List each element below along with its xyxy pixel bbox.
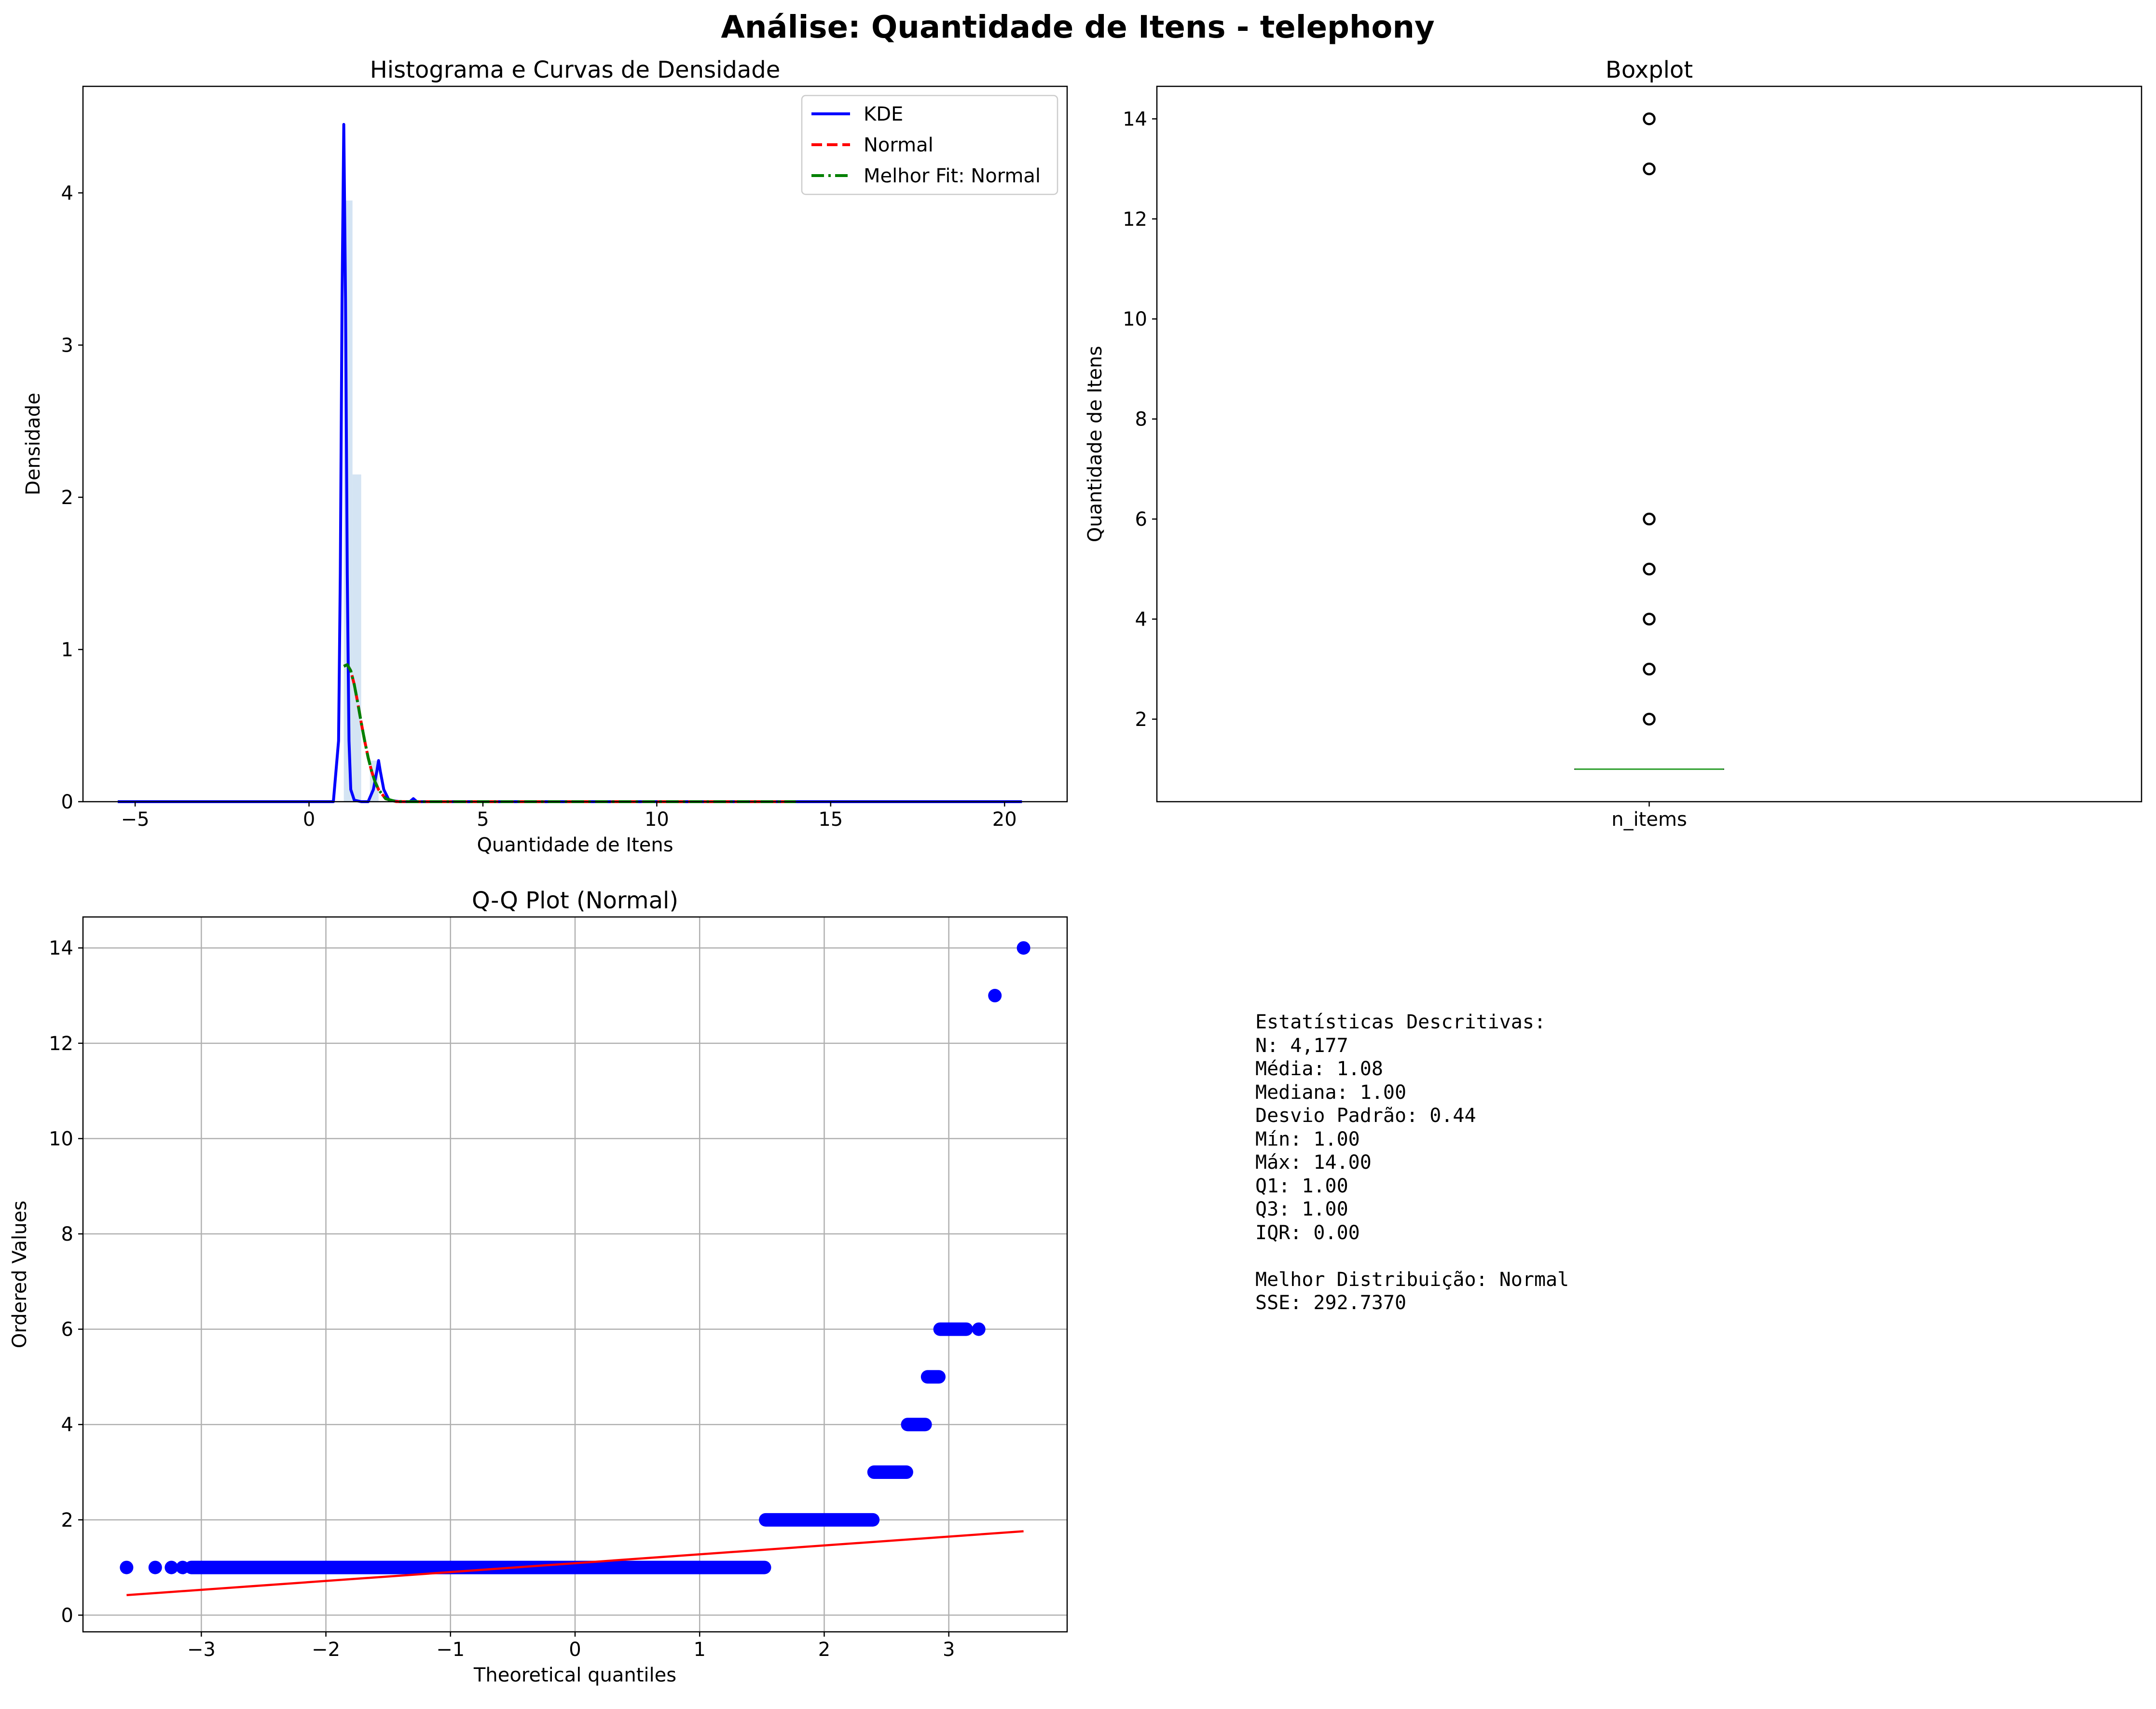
histogram-bar <box>352 474 361 802</box>
y-tick-label: 12 <box>1123 208 1147 231</box>
y-axis-label: Densidade <box>22 393 44 495</box>
qq-point <box>1016 941 1030 955</box>
plot-title: Q-Q Plot (Normal) <box>472 887 678 914</box>
plot-title: Boxplot <box>1606 56 1693 83</box>
y-tick-label: 4 <box>1135 608 1147 630</box>
series-line-normal <box>343 663 796 803</box>
stats-line: SSE: 292.7370 <box>1255 1292 1407 1314</box>
figure-title: Análise: Quantidade de Itens - telephony <box>721 10 1434 45</box>
outlier-point <box>1643 512 1656 526</box>
series-line-kde <box>118 123 1022 803</box>
x-tick-label: 20 <box>992 808 1017 831</box>
stats-line: N: 4,177 <box>1255 1034 1348 1057</box>
histogram-density-plot: −5 0 5 10 15 20 0 1 2 3 4 Histograma e Curvas de De… <box>22 56 1068 856</box>
x-tick-label: 5 <box>477 808 489 831</box>
x-tick-label: 1 <box>694 1639 706 1661</box>
stats-line: Mediana: 1.00 <box>1255 1081 1407 1104</box>
stats-line: Q1: 1.00 <box>1255 1175 1348 1197</box>
stats-line: IQR: 0.00 <box>1255 1221 1360 1244</box>
axes-frame <box>82 85 1068 803</box>
y-tick-label: 12 <box>49 1033 73 1055</box>
x-tick-label: 0 <box>569 1639 581 1661</box>
qq-point <box>120 1560 134 1574</box>
outlier-point <box>1643 712 1656 726</box>
legend-label: Melhor Fit: Normal <box>864 165 1041 187</box>
x-tick-label: 15 <box>818 808 843 831</box>
y-tick-label: 10 <box>49 1128 73 1150</box>
plot-title: Histograma e Curvas de Densidade <box>370 56 781 83</box>
x-axis-label: Quantidade de Itens <box>477 834 673 856</box>
stats-line: Média: 1.08 <box>1255 1058 1383 1080</box>
x-tick-label: −3 <box>187 1639 216 1661</box>
stats-line: Mín: 1.00 <box>1255 1128 1360 1150</box>
stats-line <box>1255 1244 1569 1268</box>
stats-line: Melhor Distribuição: Normal <box>1255 1268 1569 1291</box>
stats-line: Desvio Padrão: 0.44 <box>1255 1105 1476 1127</box>
y-tick-label: 10 <box>1123 308 1147 330</box>
y-tick-label: 14 <box>1123 108 1147 130</box>
x-tick-label: n_items <box>1611 808 1687 831</box>
stats-line: Máx: 14.00 <box>1255 1151 1372 1174</box>
x-tick-label: −1 <box>436 1639 465 1661</box>
y-tick-label: 4 <box>61 182 73 205</box>
outlier-point <box>1643 112 1656 125</box>
qq-point <box>972 1322 986 1336</box>
x-tick-label: 2 <box>818 1639 830 1661</box>
outlier-point <box>1643 662 1656 676</box>
x-tick-label: −5 <box>121 808 150 831</box>
y-axis-label: Ordered Values <box>9 1201 31 1348</box>
qq-point <box>165 1560 179 1574</box>
y-tick-label: 0 <box>61 791 73 813</box>
x-tick-label: 3 <box>943 1639 955 1661</box>
outlier-point <box>1643 613 1656 626</box>
boxplot: 2 4 6 8 10 12 14 Boxplot Quantidade de Itens n_it… <box>1084 56 2142 831</box>
y-tick-label: 4 <box>61 1414 73 1436</box>
y-tick-label: 2 <box>61 1509 73 1531</box>
y-tick-label: 14 <box>49 937 73 959</box>
outlier-point <box>1643 562 1656 576</box>
legend: KDE Normal Melhor Fit: Normal <box>801 95 1058 195</box>
y-tick-label: 6 <box>1135 508 1147 531</box>
qq-reference-line <box>126 1530 1024 1597</box>
qq-point <box>988 989 1002 1003</box>
stats-line: Q3: 1.00 <box>1255 1198 1348 1220</box>
y-tick-label: 8 <box>61 1223 73 1245</box>
outlier-point <box>1643 162 1656 176</box>
qq-point <box>148 1560 162 1574</box>
series-line-melhor-fit-normal <box>343 663 796 803</box>
stats-line: Estatísticas Descritivas: <box>1255 1011 1546 1033</box>
y-tick-label: 6 <box>61 1319 73 1341</box>
x-tick-label: 0 <box>303 808 315 831</box>
descriptive-statistics-text: Estatísticas Descritivas: N: 4,177 Média: … <box>1255 1011 1569 1315</box>
y-tick-label: 0 <box>61 1604 73 1627</box>
y-tick-label: 2 <box>1135 709 1147 731</box>
legend-label: Normal <box>864 134 934 156</box>
legend-frame <box>801 95 1058 195</box>
y-tick-label: 8 <box>1135 409 1147 431</box>
y-tick-label: 2 <box>61 487 73 509</box>
axes-frame <box>1156 85 2142 803</box>
y-axis-label: Quantidade de Itens <box>1084 346 1106 542</box>
y-tick-label: 3 <box>61 334 73 356</box>
legend-label: KDE <box>864 103 903 125</box>
x-tick-label: −2 <box>312 1639 340 1661</box>
x-tick-label: 10 <box>645 808 669 831</box>
x-axis-label: Theoretical quantiles <box>473 1664 676 1686</box>
y-tick-label: 1 <box>61 639 73 661</box>
